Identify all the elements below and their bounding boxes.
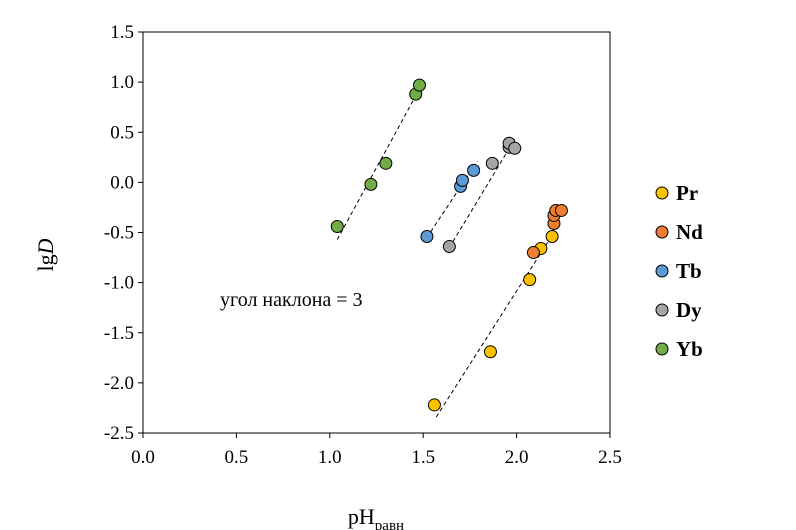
y-axis-ticks: 1.5 1.0 0.5 0.0 -0.5 -1.0 -1.5 -2.0 -2.5 <box>104 22 143 444</box>
fit-line-yb <box>336 81 424 240</box>
x-tick-label: 2.5 <box>598 447 622 468</box>
point-dy <box>442 240 456 254</box>
x-tick-label: 0.0 <box>131 447 155 468</box>
point-nd <box>554 203 568 217</box>
point-pr <box>523 273 537 287</box>
point-pr <box>483 345 497 359</box>
legend-label-nd: Nd <box>676 220 703 244</box>
y-tick-label: -0.5 <box>104 223 134 244</box>
legend-marker-tb <box>655 264 669 278</box>
x-axis-title-main: pH <box>348 504 375 529</box>
point-yb <box>412 78 426 92</box>
point-dy <box>485 156 499 170</box>
point-tb <box>467 163 481 177</box>
legend-marker-pr <box>655 186 669 200</box>
x-axis-title: pHравн <box>348 504 404 530</box>
y-tick-label: 0.5 <box>110 122 134 143</box>
fit-lines <box>336 81 555 418</box>
point-pr <box>427 398 441 412</box>
y-tick-label: 1.0 <box>110 72 134 93</box>
x-axis-title-subscript: равн <box>375 518 404 530</box>
x-tick-label: 1.0 <box>318 447 342 468</box>
y-tick-label: 1.5 <box>110 22 134 43</box>
legend-marker-dy <box>655 303 669 317</box>
data-points <box>330 78 568 412</box>
y-axis-title-main: lg <box>33 254 58 271</box>
point-yb <box>379 156 393 170</box>
y-tick-label: -2.5 <box>104 423 134 444</box>
y-axis-title: lgD <box>33 238 58 271</box>
annotation-slope: угол наклона = 3 <box>220 289 363 311</box>
y-tick-label: 0.0 <box>110 172 134 193</box>
point-tb <box>420 230 434 244</box>
y-axis-title-italic: D <box>33 238 58 255</box>
y-tick-label: -1.5 <box>104 323 134 344</box>
fit-line-pr <box>435 232 555 418</box>
legend-label-yb: Yb <box>676 337 703 361</box>
point-nd <box>526 246 540 260</box>
fit-line-dy <box>448 139 516 248</box>
legend-marker-yb <box>655 342 669 356</box>
legend-marker-nd <box>655 225 669 239</box>
x-axis-ticks: 0.0 0.5 1.0 1.5 2.0 2.5 <box>131 433 622 468</box>
x-tick-label: 0.5 <box>225 447 249 468</box>
x-tick-label: 2.0 <box>505 447 529 468</box>
x-tick-label: 1.5 <box>411 447 435 468</box>
legend-label-tb: Tb <box>676 259 702 283</box>
legend-label-dy: Dy <box>676 298 702 322</box>
point-yb <box>330 219 344 233</box>
y-tick-label: -1.0 <box>104 273 134 294</box>
point-tb <box>455 173 469 187</box>
legend-label-pr: Pr <box>676 181 698 205</box>
plot-area-frame <box>142 31 611 434</box>
legend: Pr Nd Tb Dy Yb <box>655 181 703 361</box>
y-tick-label: -2.0 <box>104 373 134 394</box>
point-dy <box>508 141 522 155</box>
point-yb <box>364 177 378 191</box>
fit-line-tb <box>426 161 478 238</box>
point-pr <box>545 230 559 244</box>
